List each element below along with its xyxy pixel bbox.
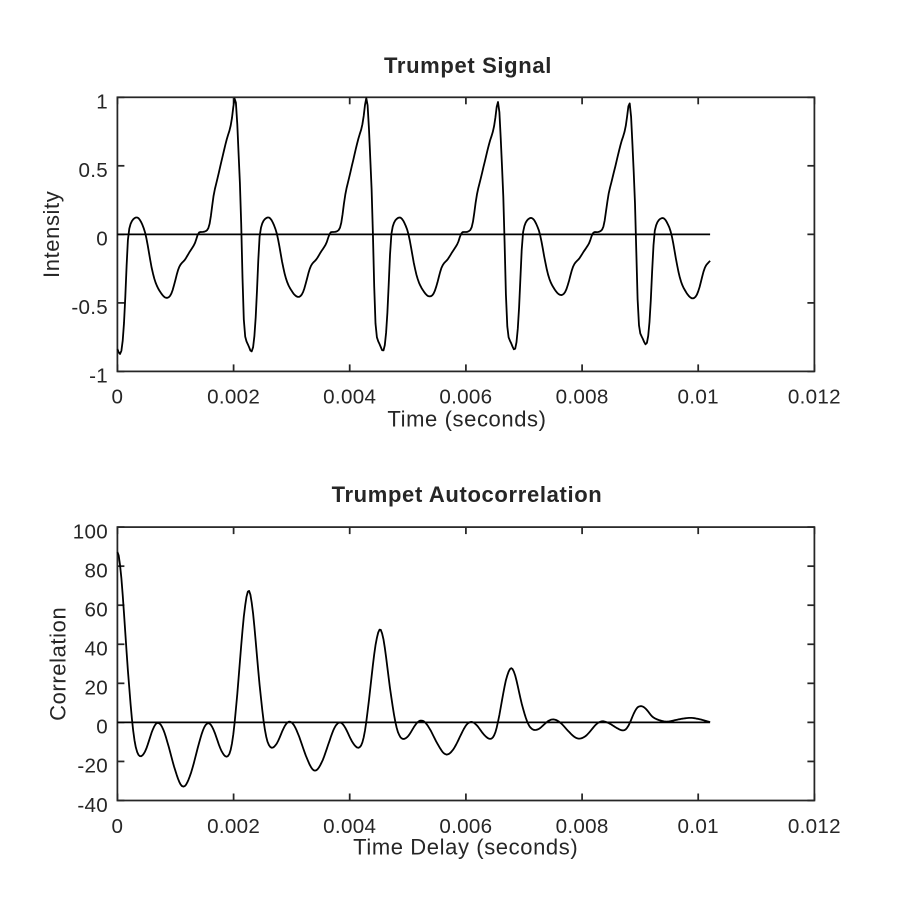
svg-text:0.01: 0.01 (678, 385, 719, 408)
svg-text:40: 40 (84, 638, 108, 661)
svg-text:0.008: 0.008 (556, 385, 609, 408)
svg-text:20: 20 (84, 677, 108, 700)
svg-text:0.012: 0.012 (788, 815, 841, 838)
svg-text:0: 0 (96, 228, 108, 251)
svg-text:0.002: 0.002 (207, 815, 260, 838)
svg-text:Time Delay (seconds): Time Delay (seconds) (353, 834, 578, 859)
svg-text:0: 0 (112, 385, 124, 408)
svg-text:-1: -1 (89, 365, 108, 388)
svg-text:0.002: 0.002 (207, 385, 260, 408)
svg-text:Trumpet Signal: Trumpet Signal (384, 53, 552, 78)
svg-text:0.006: 0.006 (439, 815, 492, 838)
svg-text:80: 80 (84, 560, 108, 583)
svg-text:Intensity: Intensity (39, 191, 64, 278)
svg-text:Correlation: Correlation (46, 607, 71, 721)
svg-text:0.006: 0.006 (439, 385, 492, 408)
svg-text:0: 0 (96, 716, 108, 739)
svg-text:100: 100 (73, 520, 108, 543)
svg-text:0.008: 0.008 (556, 815, 609, 838)
svg-text:-20: -20 (77, 755, 108, 778)
svg-text:0: 0 (112, 815, 124, 838)
svg-text:0.004: 0.004 (323, 815, 376, 838)
svg-text:Time (seconds): Time (seconds) (387, 406, 546, 431)
svg-text:0.004: 0.004 (323, 385, 376, 408)
svg-text:-0.5: -0.5 (71, 296, 108, 319)
svg-text:60: 60 (84, 599, 108, 622)
svg-text:0.012: 0.012 (788, 385, 841, 408)
svg-text:Trumpet Autocorrelation: Trumpet Autocorrelation (332, 482, 603, 507)
svg-text:0.5: 0.5 (78, 159, 108, 182)
svg-text:1: 1 (96, 91, 108, 114)
svg-text:-40: -40 (77, 794, 108, 817)
svg-text:0.01: 0.01 (678, 815, 719, 838)
